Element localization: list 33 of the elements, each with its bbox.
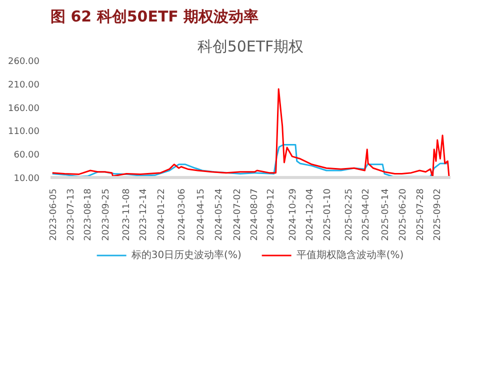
x-tick-label: 2024-04-15 bbox=[196, 188, 206, 241]
x-tick-label: 2024-05-24 bbox=[214, 188, 225, 241]
x-tick-label: 2025-05-14 bbox=[380, 188, 391, 241]
x-tick-label: 2024-01-22 bbox=[157, 188, 168, 241]
x-tick-label: 2025-06-20 bbox=[398, 188, 408, 241]
x-tick-label: 2023-06-05 bbox=[48, 188, 59, 241]
x-tick-label: 2024-09-12 bbox=[266, 188, 277, 241]
y-tick-label: 110.00 bbox=[8, 127, 40, 138]
x-tick-label: 2025-07-28 bbox=[416, 188, 426, 241]
y-tick-label: 160.00 bbox=[8, 104, 40, 114]
y-tick-label: 210.00 bbox=[8, 80, 40, 90]
y-tick-label: 60.00 bbox=[14, 150, 40, 161]
x-tick-label: 2024-07-02 bbox=[232, 188, 243, 241]
x-tick-label: 2023-07-13 bbox=[66, 188, 77, 241]
y-tick-label: 260.00 bbox=[8, 57, 40, 67]
x-tick-label: 2025-09-02 bbox=[432, 188, 443, 241]
y-tick-label: 10.00 bbox=[14, 174, 40, 184]
x-tick-label: 2023-09-25 bbox=[101, 188, 112, 241]
chart-title: 科创50ETF期权 bbox=[197, 38, 304, 56]
x-tick-label: 2025-01-10 bbox=[322, 188, 333, 241]
x-tick-label: 2023-08-18 bbox=[84, 188, 94, 241]
x-tick-label: 2025-02-25 bbox=[344, 188, 354, 241]
legend-label: 平值期权隐含波动率(%) bbox=[296, 248, 404, 262]
x-tick-label: 2024-03-06 bbox=[178, 188, 188, 241]
x-tick-label: 2024-10-29 bbox=[288, 188, 299, 241]
x-tick-label: 2024-12-04 bbox=[306, 188, 316, 241]
line-series bbox=[52, 88, 450, 178]
legend-label: 标的30日历史波动率(%) bbox=[131, 248, 242, 262]
x-tick-label: 2024-08-07 bbox=[250, 188, 260, 241]
caption: 图 62 科创50ETF 期权波动率 bbox=[50, 8, 259, 26]
x-tick-label: 2023-11-08 bbox=[122, 188, 132, 241]
x-tick-label: 2023-12-14 bbox=[138, 188, 149, 241]
x-tick-label: 2025-04-02 bbox=[361, 188, 372, 241]
